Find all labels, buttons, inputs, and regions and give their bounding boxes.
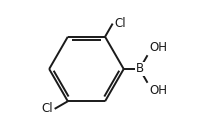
Text: OH: OH (149, 41, 167, 54)
Text: Cl: Cl (42, 102, 53, 115)
Text: B: B (136, 63, 144, 75)
Text: Cl: Cl (114, 17, 126, 30)
Text: OH: OH (149, 84, 167, 97)
